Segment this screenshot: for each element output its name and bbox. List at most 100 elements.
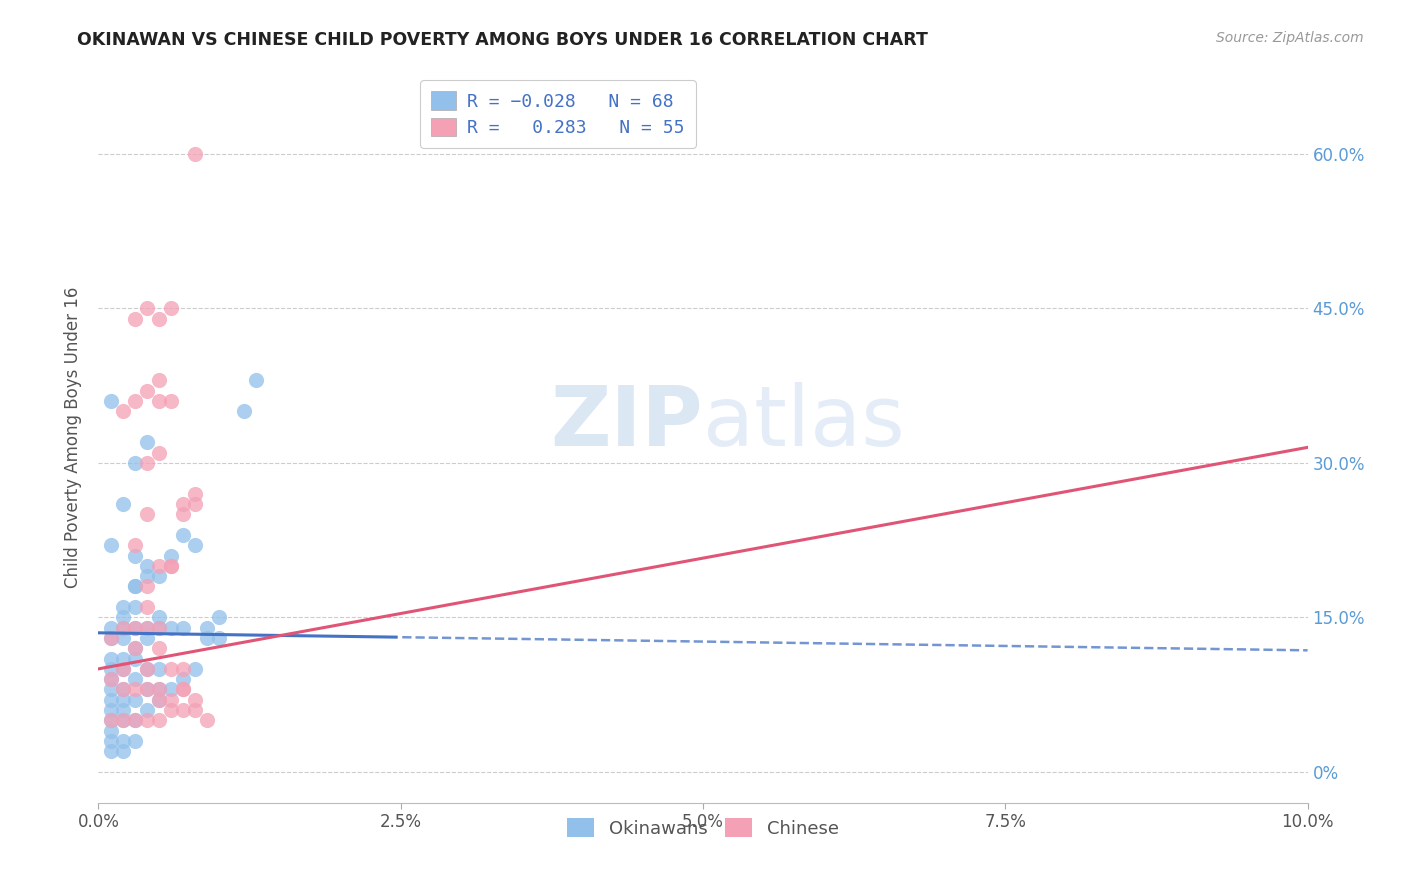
Point <box>160 549 183 563</box>
Point <box>148 682 170 697</box>
Point <box>124 734 146 748</box>
Point <box>148 610 170 624</box>
Point <box>172 682 194 697</box>
Point <box>111 651 134 665</box>
Point <box>148 682 170 697</box>
Point <box>160 558 183 573</box>
Point <box>135 569 157 583</box>
Point <box>172 621 194 635</box>
Point <box>111 682 134 697</box>
Point <box>135 301 157 316</box>
Point <box>148 569 170 583</box>
Point <box>124 693 146 707</box>
Point <box>135 558 157 573</box>
Point <box>124 651 146 665</box>
Point <box>148 394 170 409</box>
Point <box>172 508 194 522</box>
Point <box>135 456 157 470</box>
Point <box>184 146 207 161</box>
Point <box>111 714 134 728</box>
Point <box>124 621 146 635</box>
Point <box>111 703 134 717</box>
Point <box>135 435 157 450</box>
Point <box>160 558 183 573</box>
Point <box>184 693 207 707</box>
Point <box>111 662 134 676</box>
Point <box>135 508 157 522</box>
Point <box>172 682 194 697</box>
Point <box>111 610 134 624</box>
Point <box>172 497 194 511</box>
Point <box>100 662 122 676</box>
Point <box>135 703 157 717</box>
Point <box>135 621 157 635</box>
Point <box>135 631 157 645</box>
Point <box>100 744 122 758</box>
Point <box>208 631 231 645</box>
Point <box>124 714 146 728</box>
Text: atlas: atlas <box>703 382 904 463</box>
Point <box>135 662 157 676</box>
Point <box>124 621 146 635</box>
Point <box>135 621 157 635</box>
Y-axis label: Child Poverty Among Boys Under 16: Child Poverty Among Boys Under 16 <box>65 286 83 588</box>
Point <box>148 621 170 635</box>
Point <box>160 394 183 409</box>
Point <box>111 631 134 645</box>
Point <box>184 662 207 676</box>
Point <box>160 703 183 717</box>
Point <box>172 672 194 686</box>
Point <box>148 693 170 707</box>
Point <box>184 703 207 717</box>
Point <box>135 682 157 697</box>
Point <box>100 394 122 409</box>
Point <box>148 693 170 707</box>
Point <box>148 558 170 573</box>
Point <box>100 723 122 738</box>
Point <box>111 714 134 728</box>
Point <box>148 662 170 676</box>
Text: Source: ZipAtlas.com: Source: ZipAtlas.com <box>1216 31 1364 45</box>
Point <box>148 445 170 459</box>
Point <box>124 682 146 697</box>
Point <box>172 662 194 676</box>
Point <box>232 404 254 418</box>
Point <box>124 672 146 686</box>
Point <box>184 487 207 501</box>
Point <box>111 734 134 748</box>
Point <box>124 579 146 593</box>
Point <box>184 497 207 511</box>
Point <box>100 631 122 645</box>
Point <box>100 621 122 635</box>
Point <box>148 621 170 635</box>
Point <box>135 662 157 676</box>
Point <box>160 682 183 697</box>
Point <box>172 528 194 542</box>
Point <box>124 456 146 470</box>
Point <box>160 662 183 676</box>
Point <box>195 621 218 635</box>
Point <box>100 703 122 717</box>
Point <box>160 301 183 316</box>
Point <box>135 714 157 728</box>
Point <box>195 714 218 728</box>
Point <box>124 579 146 593</box>
Legend: Okinawans, Chinese: Okinawans, Chinese <box>560 811 846 845</box>
Point <box>195 631 218 645</box>
Text: OKINAWAN VS CHINESE CHILD POVERTY AMONG BOYS UNDER 16 CORRELATION CHART: OKINAWAN VS CHINESE CHILD POVERTY AMONG … <box>77 31 928 49</box>
Point <box>100 714 122 728</box>
Point <box>124 549 146 563</box>
Point <box>124 714 146 728</box>
Point <box>100 631 122 645</box>
Point <box>124 641 146 656</box>
Point <box>111 497 134 511</box>
Point <box>148 641 170 656</box>
Point <box>124 600 146 615</box>
Point <box>245 373 267 387</box>
Point <box>100 693 122 707</box>
Point <box>160 621 183 635</box>
Point <box>135 384 157 398</box>
Point <box>124 394 146 409</box>
Point <box>135 682 157 697</box>
Point <box>172 703 194 717</box>
